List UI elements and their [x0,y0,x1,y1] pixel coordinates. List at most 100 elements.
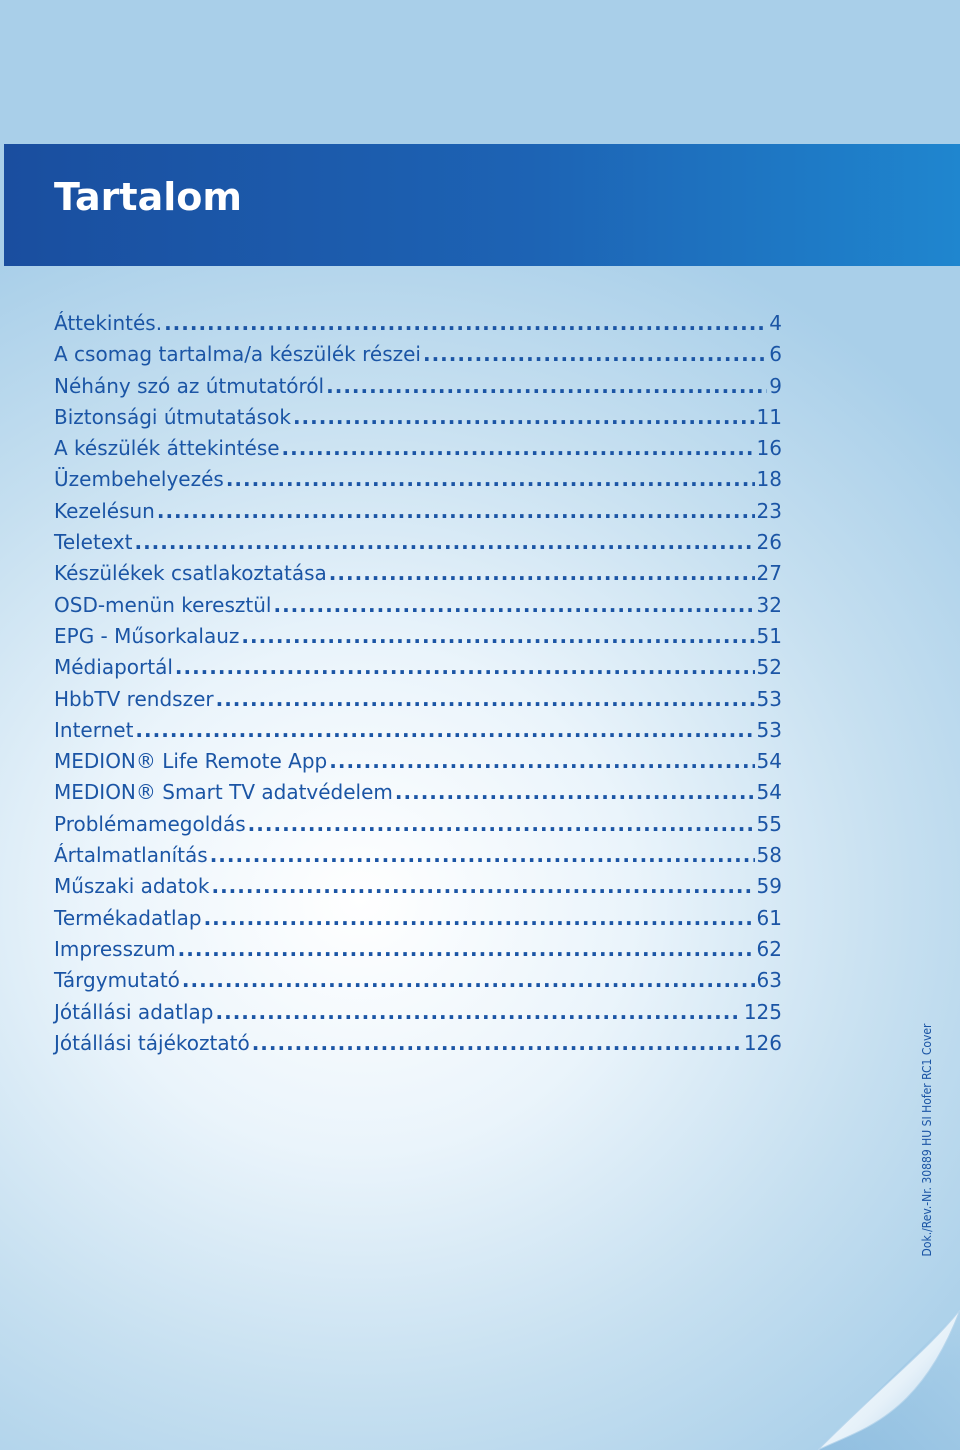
toc-entry-title: MEDION® Smart TV adatvédelem [54,780,393,805]
toc-entry-title: Jótállási tájékoztató [54,1030,250,1055]
toc-entry-title: EPG - Műsorkalauz [54,623,240,648]
toc-entry[interactable]: Üzembehelyezés..........................… [54,467,782,498]
table-of-contents: Áttekintés..............................… [54,311,782,1062]
toc-leader-dots: ........................................… [251,1030,742,1055]
toc-entry-page: 51 [756,623,782,648]
toc-leader-dots: ........................................… [134,530,754,555]
document-code: Dok./Rev.-Nr. 30889 HU SI Hofer RC1 Cove… [920,1023,934,1257]
toc-entry-page: 53 [756,686,782,711]
toc-entry[interactable]: Áttekintés..............................… [54,311,782,342]
toc-entry-title: A csomag tartalma/a készülék részei [54,342,421,367]
toc-entry-page: 61 [756,905,782,930]
toc-leader-dots: ........................................… [211,874,754,899]
toc-entry[interactable]: Problémamegoldás........................… [54,812,782,843]
toc-entry[interactable]: Médiaportál.............................… [54,655,782,686]
toc-entry[interactable]: Impresszum..............................… [54,937,782,968]
toc-entry-title: Teletext [54,530,133,555]
toc-entry[interactable]: Műszaki adatok..........................… [54,874,782,905]
toc-entry-title: Készülékek csatlakoztatása [54,561,327,586]
toc-leader-dots: ........................................… [225,467,755,492]
page-curl-decoration [818,1310,960,1450]
toc-entry[interactable]: Ártalmatlanítás.........................… [54,843,782,874]
toc-entry-title: OSD-menün keresztül [54,592,272,617]
toc-entry[interactable]: Biztonsági útmutatások..................… [54,405,782,436]
toc-leader-dots: ........................................… [209,843,755,868]
toc-leader-dots: ........................................… [247,811,755,836]
toc-entry-page: 52 [756,655,782,680]
toc-entry[interactable]: Jótállási adatlap.......................… [54,1000,782,1031]
toc-leader-dots: ........................................… [135,717,755,742]
page-title: Tartalom [54,175,242,219]
toc-leader-dots: ........................................… [394,780,755,805]
toc-entry[interactable]: Tárgymutató.............................… [54,968,782,999]
toc-entry-page: 54 [756,749,782,774]
toc-leader-dots: ........................................… [326,373,767,398]
toc-entry-title: Tárgymutató [54,968,180,993]
toc-entry-title: Áttekintés. [54,311,163,335]
toc-entry-title: Internet [54,717,134,742]
toc-entry-title: Üzembehelyezés [54,467,224,492]
toc-leader-dots: ........................................… [181,968,755,993]
toc-leader-dots: ........................................… [241,623,754,648]
toc-entry[interactable]: Termékadatlap...........................… [54,906,782,937]
toc-leader-dots: ........................................… [292,404,755,429]
toc-entry-page: 59 [756,874,782,899]
toc-entry-title: Impresszum [54,936,176,961]
toc-entry[interactable]: Teletext................................… [54,530,782,561]
toc-entry-page: 11 [756,404,782,429]
toc-entry-page: 27 [756,561,782,586]
toc-entry[interactable]: MEDION® Life Remote App.................… [54,749,782,780]
toc-entry[interactable]: Jótállási tájékoztató...................… [54,1031,782,1062]
toc-entry-title: Kezelésun [54,498,155,523]
toc-entry[interactable]: EPG - Műsorkalauz.......................… [54,624,782,655]
toc-leader-dots: ........................................… [215,686,755,711]
toc-leader-dots: ........................................… [273,592,755,617]
toc-entry-page: 54 [756,780,782,805]
toc-entry[interactable]: Készülékek csatlakoztatása..............… [54,561,782,592]
toc-entry-title: A készülék áttekintése [54,436,280,461]
toc-entry-title: Jótállási adatlap [54,999,214,1024]
toc-entry-title: Termékadatlap [54,905,202,930]
toc-leader-dots: ........................................… [177,936,755,961]
toc-leader-dots: ........................................… [156,498,755,523]
toc-leader-dots: ........................................… [422,342,767,367]
toc-entry-title: Műszaki adatok [54,874,210,899]
toc-entry-page: 62 [756,936,782,961]
toc-entry[interactable]: HbbTV rendszer..........................… [54,687,782,718]
toc-entry-page: 58 [756,843,782,868]
toc-leader-dots: ........................................… [174,655,755,680]
toc-entry[interactable]: A készülék áttekintése..................… [54,436,782,467]
toc-entry-page: 32 [756,592,782,617]
toc-entry-page: 125 [743,999,782,1024]
toc-leader-dots: ........................................… [329,749,755,774]
toc-entry-page: 53 [756,717,782,742]
toc-leader-dots: ........................................… [328,561,755,586]
toc-entry-title: MEDION® Life Remote App [54,749,328,774]
toc-entry-title: Médiaportál [54,655,173,680]
toc-entry-title: Néhány szó az útmutatóról [54,373,325,398]
toc-entry-title: Biztonsági útmutatások [54,404,291,429]
toc-leader-dots: ........................................… [203,905,755,930]
toc-entry-page: 63 [756,968,782,993]
toc-entry[interactable]: OSD-menün keresztül.....................… [54,593,782,624]
toc-entry-page: 9 [769,373,782,398]
toc-entry-page: 26 [756,530,782,555]
toc-entry[interactable]: A csomag tartalma/a készülék részei.....… [54,342,782,373]
toc-entry[interactable]: Internet................................… [54,718,782,749]
toc-entry[interactable]: Kezelésun...............................… [54,499,782,530]
toc-entry-page: 16 [756,436,782,461]
toc-entry-title: Problémamegoldás [54,811,246,836]
header-band [4,144,960,266]
toc-entry-page: 4 [769,311,782,335]
toc-entry-page: 126 [743,1030,782,1055]
toc-leader-dots: ........................................… [215,999,742,1024]
toc-entry-title: Ártalmatlanítás [54,843,208,868]
toc-leader-dots: ........................................… [281,436,755,461]
toc-leader-dots: ........................................… [164,311,767,335]
toc-entry[interactable]: Néhány szó az útmutatóról...............… [54,374,782,405]
toc-entry-page: 18 [756,467,782,492]
toc-entry-page: 6 [769,342,782,367]
toc-entry-page: 55 [756,811,782,836]
toc-entry[interactable]: MEDION® Smart TV adatvédelem............… [54,780,782,811]
toc-entry-page: 23 [756,498,782,523]
